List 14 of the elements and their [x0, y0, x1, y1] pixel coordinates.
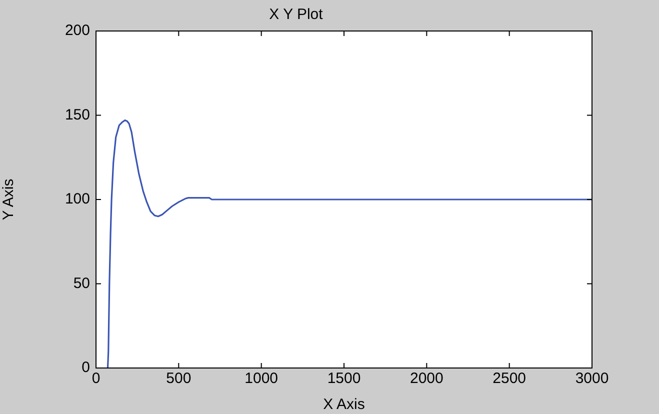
x-tick-label: 2000: [410, 370, 444, 388]
y-tick-label: 0: [82, 359, 90, 376]
x-tick-label: 1500: [327, 370, 361, 388]
chart-title: X Y Plot: [269, 6, 324, 24]
y-tick-label: 50: [73, 274, 90, 292]
y-tick-label: 100: [64, 190, 90, 208]
x-tick-label: 1000: [244, 370, 278, 388]
y-tick-label: 200: [64, 22, 90, 40]
y-tick-label: 150: [64, 106, 90, 124]
x-tick-label: 3000: [575, 370, 609, 388]
y-axis-title: Y Axis: [0, 178, 18, 220]
x-tick-label: 500: [166, 370, 192, 388]
x-axis-title: X Axis: [323, 396, 365, 414]
x-tick-label: 2500: [492, 370, 526, 388]
